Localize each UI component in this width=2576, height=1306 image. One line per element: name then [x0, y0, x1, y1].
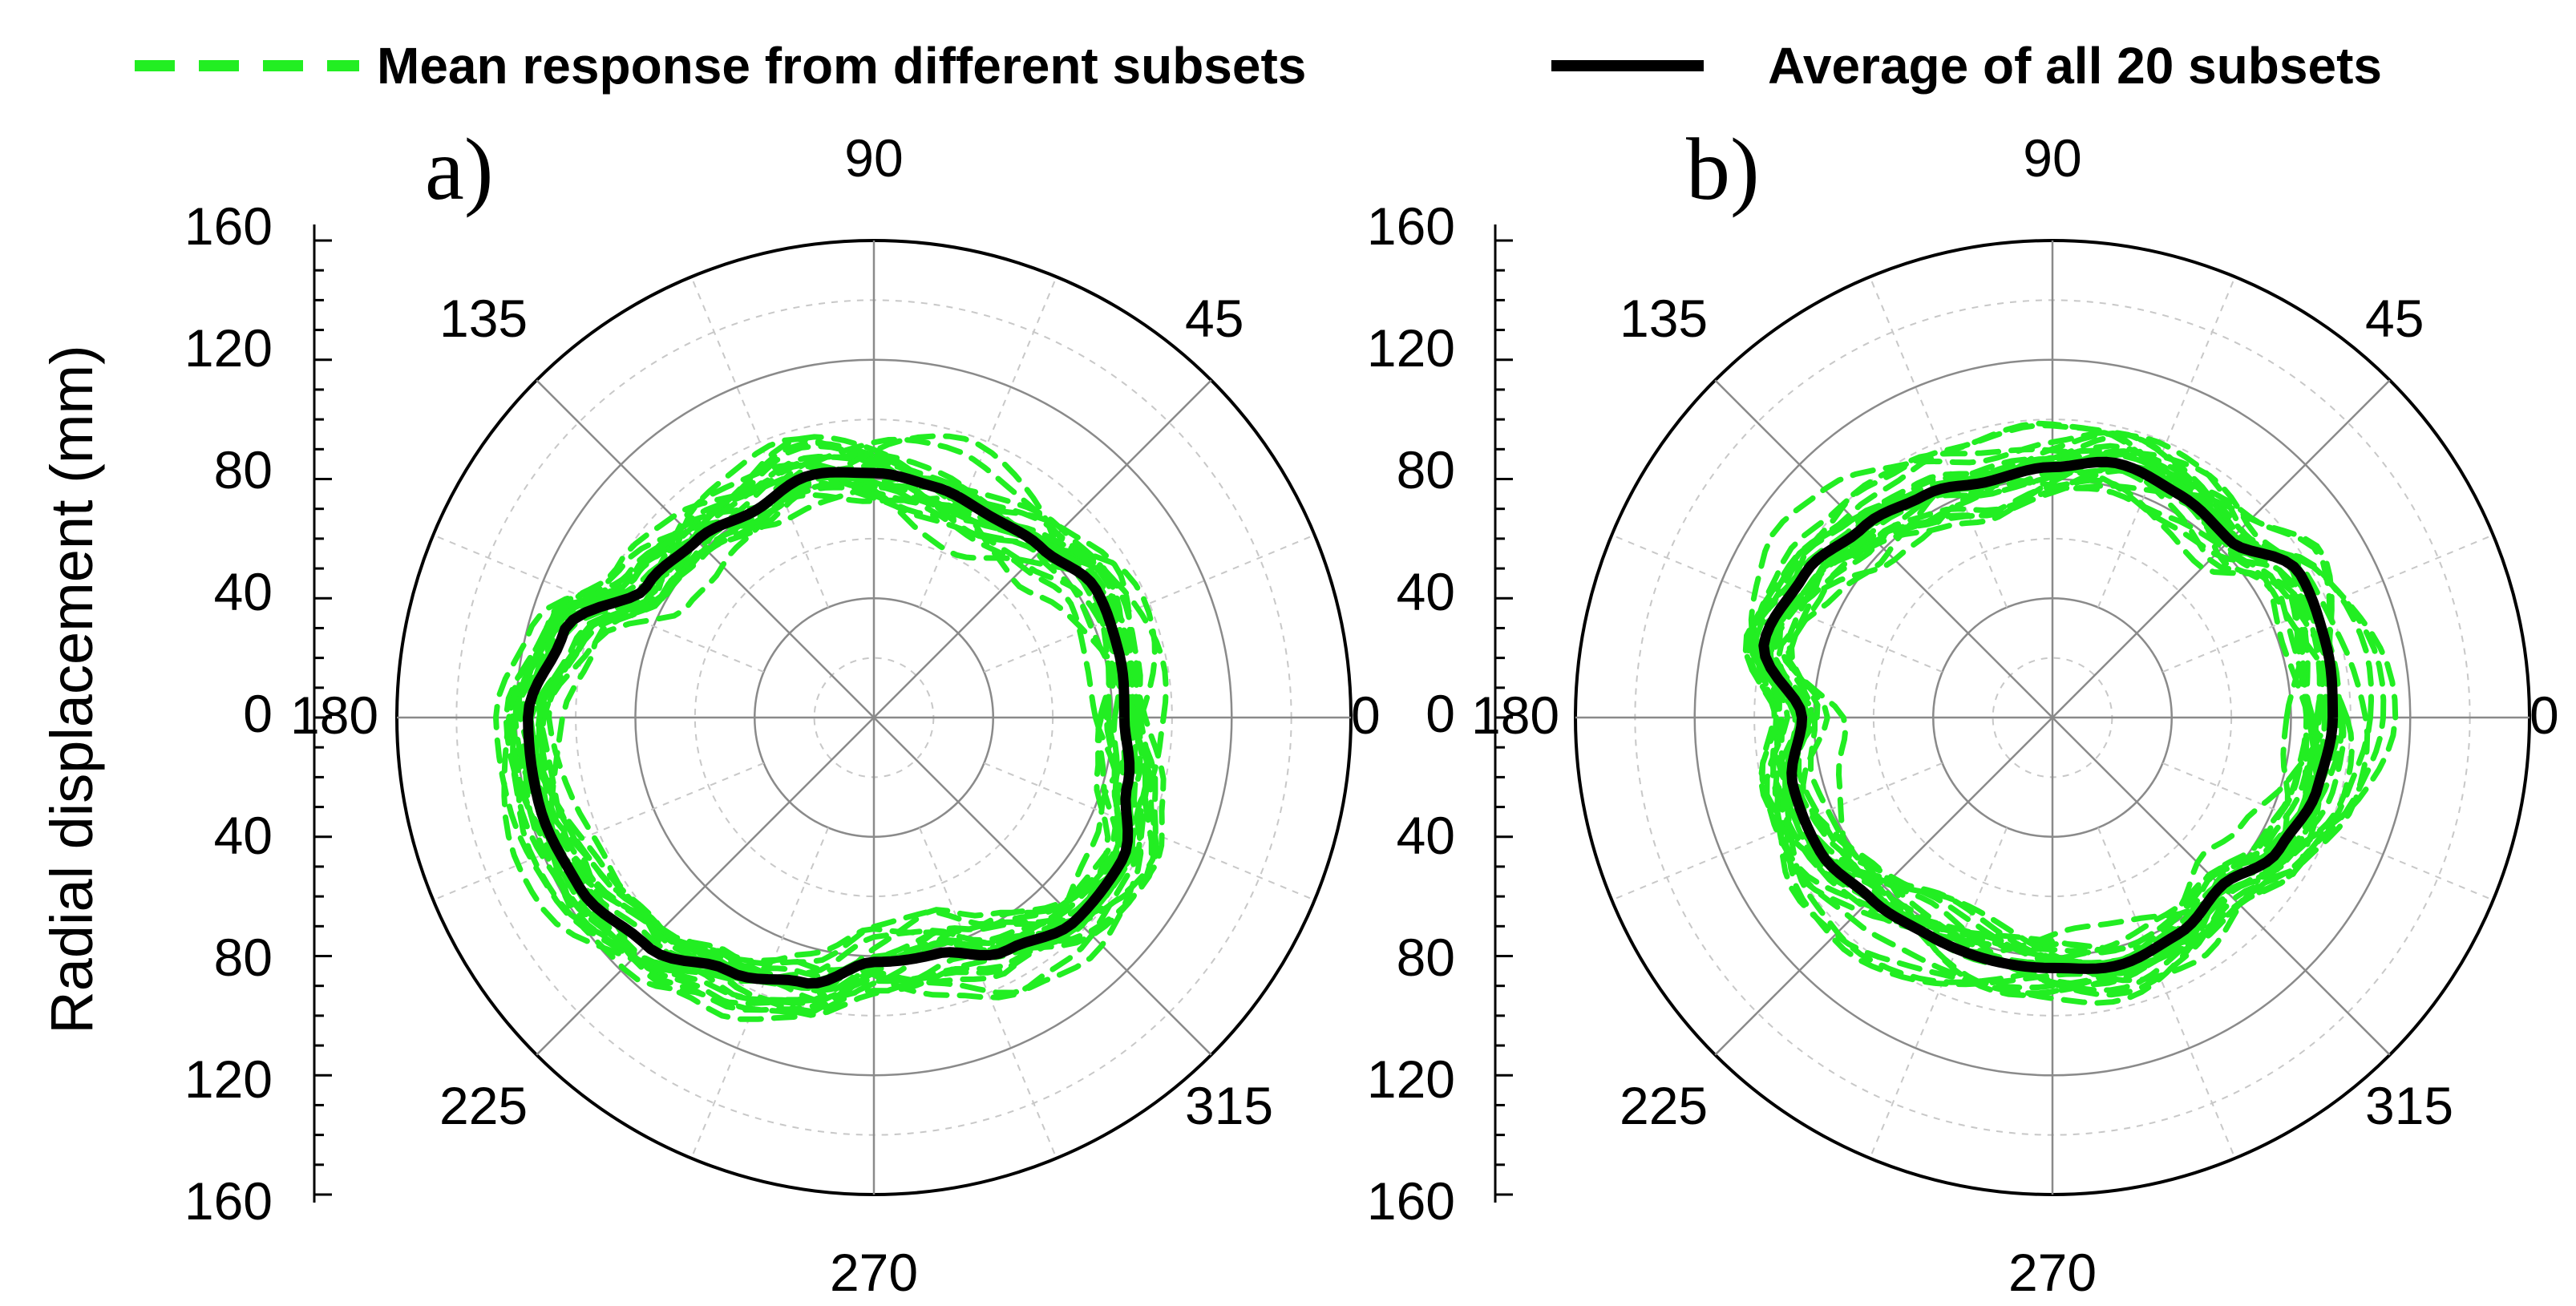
tick-label: 160: [1367, 196, 1455, 256]
angle-label-315: 315: [2365, 1076, 2453, 1135]
legend: Mean response from different subsets Ave…: [135, 37, 2382, 95]
grid-spoke-minor: [2097, 827, 2236, 1159]
angle-label-180: 180: [1471, 685, 1559, 745]
grid-spoke-minor: [919, 827, 1057, 1159]
grid-spoke-minor: [690, 827, 829, 1159]
tick-label: 120: [184, 1049, 273, 1109]
panel-label-b: b): [1686, 120, 1760, 218]
subset-curve: [1757, 450, 2323, 988]
tick-label: 80: [214, 928, 273, 987]
subset-curve: [1753, 432, 2347, 998]
grid-spoke-minor: [1611, 534, 1943, 673]
angle-label-135: 135: [439, 289, 528, 348]
y-axis-label: Radial displacement (mm): [38, 345, 105, 1034]
angle-label-270: 270: [830, 1243, 918, 1302]
subset-curve: [1742, 430, 2323, 984]
subset-curve: [1748, 429, 2399, 1006]
grid-spoke-minor: [2097, 276, 2236, 608]
angle-label-0: 0: [1351, 685, 1381, 745]
grid-spoke-minor: [432, 534, 764, 673]
subset-curve: [501, 433, 1151, 1001]
subset-curve: [512, 472, 1134, 1018]
angle-label-180: 180: [290, 685, 378, 745]
tick-label: 40: [214, 562, 273, 621]
angle-labels-a: 0 45 90 135 180 225 270 315: [290, 128, 1381, 1302]
grid-spoke: [2052, 379, 2391, 718]
subset-curves-b: [1742, 420, 2399, 1006]
tick-label: 120: [1367, 318, 1455, 378]
tick-label: 80: [214, 440, 273, 499]
tick-label: 160: [1367, 1171, 1455, 1231]
tick-label: 40: [214, 806, 273, 865]
tick-label: 80: [1397, 928, 1455, 987]
tick-label: 120: [1367, 1049, 1455, 1109]
grid-spoke: [1714, 379, 2053, 718]
tick-label: 80: [1397, 440, 1455, 499]
angle-label-135: 135: [1620, 289, 1708, 348]
subset-curve: [546, 461, 1126, 1004]
tick-label: 160: [184, 196, 273, 256]
angle-label-225: 225: [439, 1076, 528, 1135]
subset-curve: [532, 462, 1151, 1014]
polar-panel-b: 160 120 80 40 0 40 80 120 160 0 45 90 13…: [1367, 120, 2559, 1302]
subset-curve: [503, 483, 1126, 994]
angle-label-270: 270: [2008, 1243, 2097, 1302]
grid-spoke-minor: [2162, 534, 2494, 673]
grid-spoke-minor: [2162, 762, 2494, 901]
subset-curve: [548, 462, 1143, 971]
grid-spoke-minor: [1611, 762, 1943, 901]
subset-curve: [1777, 477, 2337, 953]
angle-label-225: 225: [1620, 1076, 1708, 1135]
angle-labels-b: 0 45 90 135 180 225 270 315: [1471, 128, 2559, 1302]
angle-label-90: 90: [2023, 128, 2081, 188]
legend-label-subsets: Mean response from different subsets: [377, 37, 1306, 95]
grid-spoke-minor: [919, 276, 1057, 608]
grid-spoke-minor: [690, 276, 829, 608]
angle-label-0: 0: [2529, 685, 2559, 745]
grid-spoke-minor: [984, 762, 1316, 901]
polar-panel-a: 160 120 80 40 0 40 80 120 160 0 45 90 13…: [184, 120, 1381, 1302]
angle-label-45: 45: [2365, 289, 2424, 348]
radial-axis-a: 160 120 80 40 0 40 80 120 160: [184, 196, 332, 1231]
tick-label: 160: [184, 1171, 273, 1231]
radial-axis-b: 160 120 80 40 0 40 80 120 160: [1367, 196, 1513, 1231]
grid-spoke-minor: [1869, 276, 2008, 608]
tick-label: 0: [1425, 684, 1455, 743]
grid-spoke: [873, 717, 1212, 1056]
grid-spoke: [536, 717, 875, 1056]
subset-curve: [1774, 443, 2356, 966]
tick-label: 40: [1397, 562, 1455, 621]
tick-label: 0: [243, 684, 273, 743]
polar-grid-b: [1574, 239, 2531, 1196]
average-curve-b: [1758, 456, 2339, 974]
tick-label: 120: [184, 318, 273, 378]
angle-label-90: 90: [844, 128, 903, 188]
grid-spoke-minor: [432, 762, 764, 901]
grid-spoke-minor: [1869, 827, 2008, 1159]
average-curve-a: [523, 467, 1135, 989]
grid-spoke-minor: [984, 534, 1316, 673]
tick-label: 40: [1397, 806, 1455, 865]
legend-label-average: Average of all 20 subsets: [1768, 37, 2382, 95]
grid-spoke: [1714, 717, 2053, 1056]
angle-label-315: 315: [1185, 1076, 1273, 1135]
panel-label-a: a): [425, 120, 493, 218]
angle-label-45: 45: [1185, 289, 1244, 348]
